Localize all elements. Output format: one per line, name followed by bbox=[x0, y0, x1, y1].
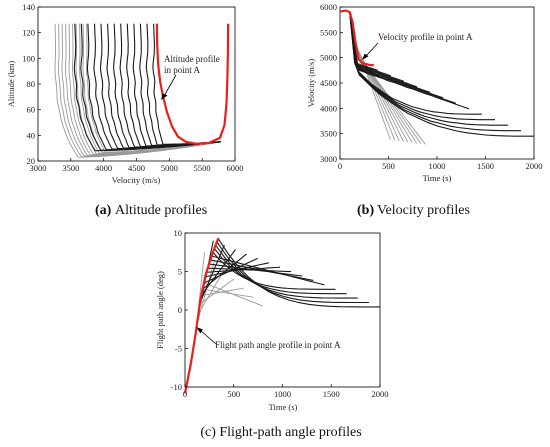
y-tick-label-b-1: 3500 bbox=[320, 129, 337, 139]
y-axis-label-c: Flight path angle (deg) bbox=[155, 271, 165, 349]
annotation-a-arrow bbox=[163, 74, 177, 97]
y-tick-label-a-1: 40 bbox=[27, 130, 36, 140]
flight-path-angle-profile-0 bbox=[184, 252, 205, 394]
x-tick-label-a-2: 4000 bbox=[95, 163, 112, 173]
caption-b-letter: (b) bbox=[357, 203, 374, 218]
axes-frame-c bbox=[184, 232, 381, 388]
y-tick-label-b-2: 4000 bbox=[320, 103, 337, 113]
x-tick-label-c-2: 1000 bbox=[274, 389, 291, 399]
y-tick-label-c-4: 10 bbox=[174, 228, 183, 238]
flight-path-angle-lines bbox=[183, 237, 380, 394]
velocity-profile-lines bbox=[339, 9, 534, 145]
x-tick-label-a-0: 3000 bbox=[30, 163, 47, 173]
annotation-a-line1: Altitude profile bbox=[164, 54, 220, 64]
altitude-profile-point-a bbox=[155, 23, 230, 145]
altitude-profile-15 bbox=[106, 23, 221, 149]
x-tick-label-c-3: 1500 bbox=[323, 389, 340, 399]
y-tick-label-b-6: 6000 bbox=[320, 2, 337, 12]
altitude-profile-22 bbox=[152, 23, 221, 145]
x-tick-label-b-4: 2000 bbox=[526, 161, 543, 171]
panel-velocity: 0 500 1000 1500 2000 3000 3500 4000 4500 5000 5500… bbox=[306, 2, 543, 218]
x-tick-label-a-1: 3500 bbox=[62, 163, 79, 173]
annotation-c-arrowhead bbox=[196, 327, 203, 334]
annotation-a-line2: in point A bbox=[164, 65, 201, 75]
x-axis-label-c: Time (s) bbox=[269, 402, 298, 412]
annotation-c-arrow bbox=[199, 329, 217, 345]
altitude-profile-5 bbox=[72, 23, 221, 155]
velocity-profile-16 bbox=[339, 9, 470, 110]
y-tick-label-a-5: 120 bbox=[22, 28, 35, 38]
flight-path-angle-profile-15 bbox=[184, 263, 303, 394]
velocity-profile-21 bbox=[339, 9, 534, 137]
caption-b-text: Velocity profiles bbox=[377, 203, 470, 218]
flight-path-angle-profile-8 bbox=[184, 244, 225, 394]
y-tick-label-b-5: 5500 bbox=[320, 27, 337, 37]
y-tick-label-b-0: 3000 bbox=[320, 154, 337, 164]
annotation-b-arrowhead bbox=[362, 53, 369, 60]
caption-a-letter: (a) bbox=[95, 203, 112, 218]
y-tick-label-c-0: -10 bbox=[171, 382, 182, 392]
altitude-profile-16 bbox=[113, 23, 221, 149]
caption-c-text: (c) Flight-path angle profiles bbox=[200, 425, 361, 440]
annotation-c: Flight path angle profile in point A bbox=[215, 340, 341, 350]
annotation-a-arrowhead bbox=[161, 93, 168, 100]
annotation-b-arrow bbox=[365, 42, 379, 57]
altitude-profile-9 bbox=[86, 23, 221, 153]
y-tick-label-b-4: 5000 bbox=[320, 53, 337, 63]
x-tick-label-b-3: 1500 bbox=[477, 161, 494, 171]
x-tick-label-b-0: 0 bbox=[338, 161, 342, 171]
flight-path-angle-profile-6 bbox=[184, 282, 264, 394]
altitude-profile-8 bbox=[82, 23, 221, 154]
altitude-axis-ticks: 3000 3500 4000 4500 5000 5500 6000 20 40 60 80 100 1… bbox=[22, 2, 243, 173]
velocity-axis-ticks: 0 500 1000 1500 2000 3000 3500 4000 4500 5000 5500… bbox=[320, 2, 543, 171]
velocity-profile-14 bbox=[339, 9, 444, 99]
y-axis-label-b: Velocity (m/s) bbox=[306, 59, 316, 108]
y-tick-label-c-3: 5 bbox=[178, 267, 182, 277]
y-tick-label-a-3: 80 bbox=[27, 79, 36, 89]
flight-path-angle-profile-18 bbox=[184, 251, 336, 394]
panel-flight-path-angle: 0 500 1000 1500 2000 -10 -5 0 5 10 Time (s) Fligh… bbox=[155, 228, 389, 440]
flight-path-angle-profile-point-a bbox=[183, 238, 220, 394]
altitude-profile-4 bbox=[68, 23, 221, 156]
caption-a-text: Altitude profiles bbox=[115, 203, 207, 218]
x-axis-label-b: Time (s) bbox=[423, 173, 452, 183]
x-tick-label-a-3: 4500 bbox=[128, 163, 145, 173]
flight-path-angle-profile-3 bbox=[184, 278, 235, 394]
x-tick-label-a-6: 6000 bbox=[227, 163, 244, 173]
y-tick-label-c-2: 0 bbox=[178, 305, 182, 315]
y-axis-label-a: Altitude (km) bbox=[6, 61, 16, 108]
y-tick-label-a-4: 100 bbox=[22, 53, 35, 63]
velocity-profile-17 bbox=[339, 9, 482, 115]
x-tick-label-a-5: 5500 bbox=[194, 163, 211, 173]
x-axis-label-a: Velocity (m/s) bbox=[112, 175, 161, 185]
velocity-profile-15 bbox=[339, 9, 457, 104]
x-tick-label-c-4: 2000 bbox=[372, 389, 389, 399]
x-tick-label-a-4: 5000 bbox=[161, 163, 178, 173]
x-tick-label-c-1: 500 bbox=[227, 389, 240, 399]
flight-path-angle-axis-ticks: 0 500 1000 1500 2000 -10 -5 0 5 10 bbox=[171, 228, 389, 399]
x-tick-label-c-0: 0 bbox=[183, 389, 187, 399]
y-tick-label-a-2: 60 bbox=[27, 105, 36, 115]
altitude-profile-lines bbox=[54, 23, 230, 158]
annotation-b: Velocity profile in point A bbox=[378, 32, 473, 42]
y-tick-label-b-3: 4500 bbox=[320, 78, 337, 88]
velocity-profile-point-a bbox=[339, 9, 375, 67]
x-tick-label-b-1: 500 bbox=[382, 161, 395, 171]
velocity-profile-9 bbox=[339, 9, 378, 71]
velocity-profile-11 bbox=[339, 9, 405, 82]
altitude-profile-7 bbox=[79, 23, 221, 154]
y-tick-label-a-6: 140 bbox=[22, 2, 35, 12]
x-tick-label-b-2: 1000 bbox=[429, 161, 446, 171]
panel-altitude: 3000 3500 4000 4500 5000 5500 6000 20 40 60 80 100 1… bbox=[6, 2, 244, 218]
y-tick-label-c-1: -5 bbox=[175, 344, 182, 354]
y-tick-label-a-0: 20 bbox=[27, 156, 36, 166]
